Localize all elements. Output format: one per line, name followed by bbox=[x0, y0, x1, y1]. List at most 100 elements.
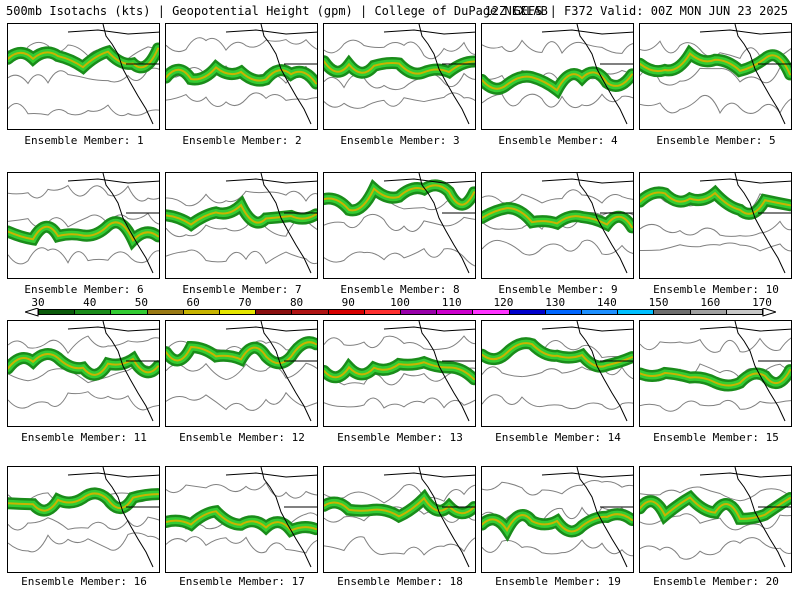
colorbar-swatch bbox=[544, 309, 582, 315]
map-graphic bbox=[324, 467, 475, 568]
height-contour bbox=[166, 362, 317, 381]
colorbar-swatch bbox=[110, 309, 148, 315]
isotach-band bbox=[324, 496, 475, 518]
colorbar-swatch bbox=[38, 309, 76, 315]
height-contour bbox=[8, 391, 159, 411]
height-contour bbox=[482, 39, 633, 55]
map-graphic bbox=[8, 321, 159, 422]
ensemble-member-map bbox=[639, 320, 792, 427]
height-contour bbox=[8, 247, 159, 265]
map-graphic bbox=[324, 173, 475, 274]
ensemble-member-caption: Ensemble Member: 8 bbox=[340, 283, 460, 296]
ensemble-member-map bbox=[7, 23, 160, 130]
height-contour bbox=[324, 39, 475, 60]
colorbar-tick-label: 100 bbox=[390, 296, 410, 309]
height-contour bbox=[8, 532, 159, 553]
height-contour bbox=[324, 72, 475, 91]
isotach-colorbar: 30 40 50 60 70 80 90 100 110 120 130 140 150 160 170 bbox=[0, 296, 800, 320]
height-contour bbox=[324, 335, 475, 351]
colorbar-tick-label: 70 bbox=[238, 296, 252, 309]
coastline bbox=[67, 173, 159, 274]
colorbar-swatch bbox=[327, 309, 365, 315]
colorbar-right-arrow bbox=[762, 308, 776, 317]
height-contour bbox=[8, 103, 159, 117]
colorbar-tick-label: 30 bbox=[31, 296, 45, 309]
coastline bbox=[225, 24, 317, 125]
ensemble-member-map bbox=[323, 466, 476, 573]
colorbar-tick-label: 120 bbox=[493, 296, 514, 309]
height-contour bbox=[8, 212, 159, 228]
map-graphic bbox=[166, 173, 317, 274]
colorbar-swatch bbox=[255, 309, 293, 315]
ensemble-member-map bbox=[481, 466, 634, 573]
height-contour bbox=[482, 366, 633, 380]
colorbar-swatch bbox=[508, 309, 546, 315]
ensemble-member-caption: Ensemble Member: 2 bbox=[182, 134, 302, 147]
colorbar-swatch bbox=[617, 309, 655, 315]
coastline bbox=[67, 467, 159, 568]
colorbar-swatch bbox=[74, 309, 112, 315]
height-contour bbox=[324, 247, 475, 267]
ensemble-member-map bbox=[323, 320, 476, 427]
coastline bbox=[67, 24, 159, 125]
colorbar-swatch bbox=[436, 309, 474, 315]
height-contour bbox=[482, 394, 633, 410]
colorbar-swatch bbox=[400, 309, 438, 315]
height-contour bbox=[482, 480, 633, 496]
height-contour bbox=[482, 93, 633, 109]
colorbar-tick-label: 140 bbox=[596, 296, 617, 309]
colorbar-swatch bbox=[472, 309, 510, 315]
height-contour bbox=[324, 92, 475, 109]
ensemble-member-caption: Ensemble Member: 5 bbox=[656, 134, 776, 147]
valid-time-title: 12Z GEFS | F372 Valid: 00Z MON JUN 23 20… bbox=[484, 4, 788, 18]
ensemble-member-caption: Ensemble Member: 18 bbox=[337, 575, 463, 588]
colorbar-swatch bbox=[146, 309, 184, 315]
map-graphic bbox=[482, 321, 633, 422]
coastline bbox=[383, 173, 475, 274]
ensemble-member-caption: Ensemble Member: 11 bbox=[21, 431, 147, 444]
colorbar-swatch bbox=[581, 309, 619, 315]
coastline bbox=[699, 467, 791, 568]
height-contour bbox=[8, 516, 159, 531]
colorbar-swatch bbox=[182, 309, 220, 315]
ensemble-member-map bbox=[165, 320, 318, 427]
map-graphic bbox=[482, 24, 633, 125]
ensemble-member-caption: Ensemble Member: 10 bbox=[653, 283, 779, 296]
height-contour bbox=[166, 92, 317, 107]
isotach-band bbox=[8, 353, 159, 376]
ensemble-member-caption: Ensemble Member: 6 bbox=[24, 283, 144, 296]
coastline bbox=[541, 467, 633, 568]
coastline bbox=[225, 467, 317, 568]
ensemble-member-caption: Ensemble Member: 20 bbox=[653, 575, 779, 588]
colorbar-left-arrow bbox=[25, 308, 39, 317]
map-graphic bbox=[324, 24, 475, 125]
isotach-band bbox=[166, 203, 317, 226]
ensemble-member-map bbox=[165, 172, 318, 279]
height-contour bbox=[166, 536, 317, 554]
map-graphic bbox=[166, 467, 317, 568]
height-contour bbox=[324, 536, 475, 556]
ensemble-member-map bbox=[7, 466, 160, 573]
colorbar-tick-label: 80 bbox=[289, 296, 304, 309]
ensemble-member-caption: Ensemble Member: 17 bbox=[179, 575, 305, 588]
ensemble-member-map bbox=[7, 172, 160, 279]
coastline bbox=[383, 24, 475, 125]
ensemble-member-caption: Ensemble Member: 14 bbox=[495, 431, 621, 444]
ensemble-member-caption: Ensemble Member: 12 bbox=[179, 431, 305, 444]
map-graphic bbox=[166, 24, 317, 125]
height-contour bbox=[640, 486, 791, 502]
coastline bbox=[699, 173, 791, 274]
ensemble-member-map bbox=[639, 23, 792, 130]
height-contour bbox=[640, 94, 791, 115]
coastline bbox=[541, 173, 633, 274]
colorbar-tick-label: 150 bbox=[648, 296, 669, 309]
isotach-band bbox=[482, 513, 633, 533]
ensemble-member-caption: Ensemble Member: 4 bbox=[498, 134, 618, 147]
map-graphic bbox=[8, 467, 159, 568]
isotach-band bbox=[640, 496, 791, 520]
height-contour bbox=[8, 184, 159, 202]
colorbar-tick-label: 50 bbox=[134, 296, 149, 309]
coastline bbox=[67, 321, 159, 422]
height-contour bbox=[324, 397, 475, 409]
colorbar-tick-label: 170 bbox=[752, 296, 772, 309]
